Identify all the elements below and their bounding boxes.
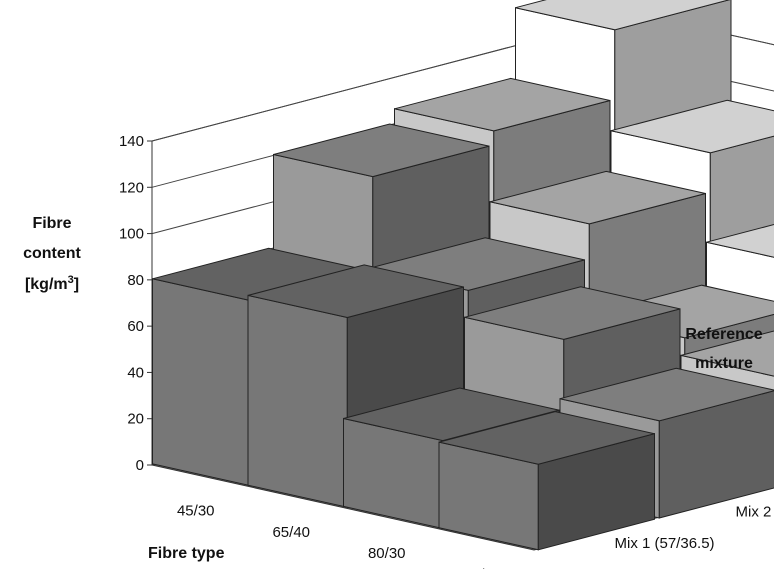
z-axis-title-line-2: mixture bbox=[695, 355, 753, 372]
z-tick-label: Mix 2 (57/39.0) bbox=[736, 503, 774, 520]
bars bbox=[152, 0, 774, 551]
y-tick-label: 40 bbox=[127, 364, 144, 381]
y-tick-label: 100 bbox=[119, 226, 144, 243]
bar-80-60-mix1 bbox=[438, 411, 655, 551]
chart-labels: Fibre content [kg/m3] Fibre type Referen… bbox=[23, 215, 774, 569]
z-tick-label: Mix 1 (57/36.5) bbox=[615, 535, 715, 552]
y-tick-label: 60 bbox=[127, 318, 144, 335]
bar-top-face bbox=[680, 330, 774, 377]
bar-front-face bbox=[152, 278, 253, 487]
y-axis-title-line-1: Fibre bbox=[32, 215, 71, 232]
bar-top-face bbox=[273, 123, 490, 178]
y-axis: 0 20 40 60 80 100 120 140 bbox=[119, 133, 153, 474]
bar-top-face bbox=[610, 99, 774, 154]
x-axis-title: Fibre type bbox=[148, 545, 225, 562]
y-tick-label: 120 bbox=[119, 179, 144, 196]
y-axis-title-line-3: [kg/m3] bbox=[25, 274, 79, 293]
bar-top-face bbox=[394, 77, 611, 132]
bar-top-face bbox=[706, 224, 774, 258]
x-tick-label: 65/40 bbox=[272, 524, 310, 541]
y-axis-title-line-2: content bbox=[23, 245, 81, 262]
bar-top-face bbox=[438, 411, 655, 465]
y-tick-label: 0 bbox=[136, 457, 144, 474]
z-axis-title-line-1: Reference bbox=[685, 326, 762, 343]
x-tick-label: 80/60 bbox=[463, 566, 501, 569]
y-tick-label: 140 bbox=[119, 133, 144, 150]
bar-top-face bbox=[515, 0, 731, 31]
bar-top-face bbox=[247, 264, 464, 319]
x-tick-label: 80/30 bbox=[368, 545, 406, 562]
y-tick-label: 20 bbox=[127, 411, 144, 428]
bar-front-face bbox=[247, 294, 348, 508]
bar-top-face bbox=[343, 387, 560, 442]
bar-top-face bbox=[559, 367, 774, 422]
y-tick-label: 80 bbox=[127, 272, 144, 289]
bar-top-face bbox=[464, 286, 681, 340]
x-tick-label: 45/30 bbox=[177, 503, 215, 520]
bar-top-face bbox=[489, 170, 706, 225]
bar-side-face bbox=[658, 390, 774, 519]
